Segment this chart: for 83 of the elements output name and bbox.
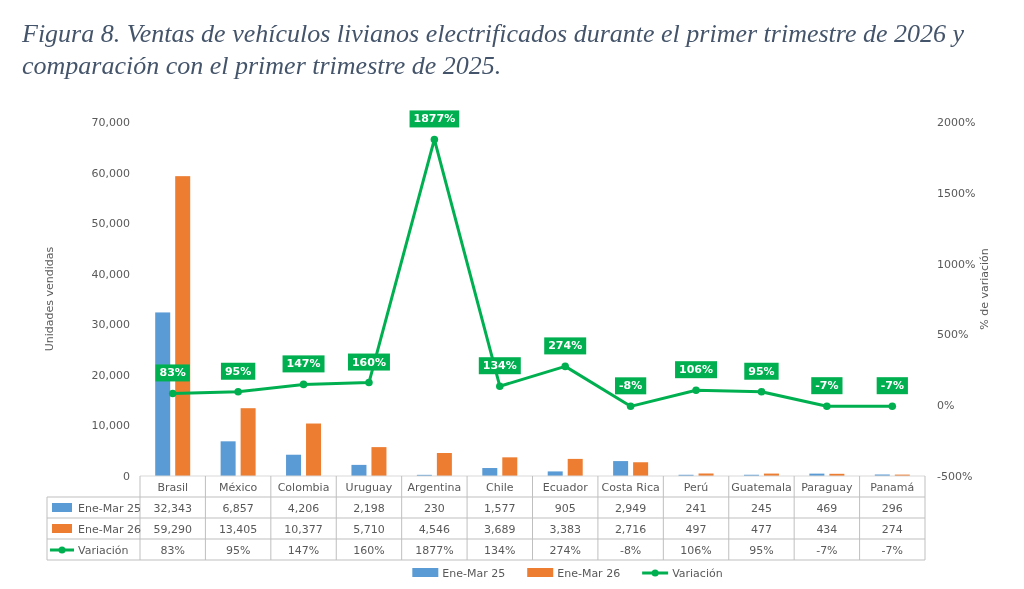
x-tick-label: Argentina — [407, 481, 462, 494]
data-label: 13,405 — [218, 523, 258, 536]
data-label: 477 — [750, 523, 772, 536]
data-label: 3,383 — [549, 523, 581, 536]
y2-tick-label: -500% — [937, 470, 973, 484]
y-tick-label: 40,000 — [91, 267, 130, 281]
text: -7% — [815, 379, 839, 393]
data-label: 469 — [816, 502, 838, 515]
y-tick-label: 30,000 — [91, 318, 130, 332]
data-label: 245 — [750, 502, 772, 515]
data-label: 1877% — [415, 544, 454, 557]
x-tick-label: Guatemala — [731, 481, 792, 494]
y2-tick-label: 1000% — [937, 257, 976, 271]
x-tick-label: México — [218, 481, 258, 494]
legend-label: Ene-Mar 26 — [78, 523, 141, 536]
data-label: -8% — [619, 544, 642, 557]
data-label: 10,377 — [284, 523, 323, 536]
x-tick-label: Colombia — [277, 481, 330, 494]
y-tick-label: 50,000 — [91, 217, 130, 231]
data-label: 230 — [423, 502, 445, 515]
data-label: 6,857 — [222, 502, 254, 515]
data-label: 4,206 — [287, 502, 320, 515]
text: -8% — [619, 379, 643, 393]
data-label: 5,710 — [353, 523, 385, 536]
y-tick-label: 0 — [123, 470, 130, 484]
data-label: 3,689 — [484, 523, 516, 536]
y-tick-label: 60,000 — [91, 166, 130, 180]
x-tick-label: Perú — [683, 481, 709, 494]
data-label: 2,198 — [353, 502, 385, 515]
y-tick-label: 70,000 — [91, 116, 130, 130]
y-tick-label: 10,000 — [91, 419, 130, 433]
data-label: 95% — [225, 544, 251, 557]
data-label: 1,577 — [484, 502, 516, 515]
text: 134% — [482, 359, 517, 373]
data-label: 4,546 — [418, 523, 451, 536]
legend-label: Variación — [78, 544, 129, 557]
text: 160% — [351, 355, 386, 369]
y2-tick-label: 500% — [937, 328, 969, 342]
text: 1877% — [413, 112, 456, 126]
data-label: 241 — [685, 502, 707, 515]
y-tick-label: 20,000 — [91, 368, 130, 382]
data-label: 106% — [680, 544, 712, 557]
text: 274% — [548, 339, 583, 353]
data-label: 274 — [881, 523, 903, 536]
y2-tick-label: 1500% — [937, 186, 976, 200]
text: Variación — [672, 567, 723, 580]
text: 147% — [286, 357, 321, 371]
text: 95% — [748, 364, 775, 378]
text: Ene-Mar 26 — [557, 567, 621, 580]
data-label: 83% — [160, 544, 185, 557]
data-label: 2,949 — [614, 502, 647, 515]
x-tick-label: Costa Rica — [601, 481, 660, 494]
x-tick-label: Ecuador — [542, 481, 589, 494]
x-tick-label: Panamá — [870, 481, 915, 494]
data-label: 160% — [353, 544, 385, 557]
data-label: 147% — [287, 544, 320, 557]
data-label: 296 — [881, 502, 903, 515]
x-tick-label: Uruguay — [345, 481, 393, 494]
x-tick-label: Brasil — [157, 481, 189, 494]
text: -7% — [880, 379, 904, 393]
text: 95% — [224, 364, 252, 378]
y-axis-title: Unidades vendidas — [43, 246, 56, 352]
data-label: 497 — [685, 523, 707, 536]
text: 83% — [159, 366, 186, 380]
y2-axis-title: % de variación — [978, 248, 991, 330]
data-label: -7% — [881, 544, 903, 557]
text: Ene-Mar 25 — [442, 567, 506, 580]
chart-title: Figura 8. Ventas de vehículos livianos electrificados durante el primer trimestre de 2026 y comparación con el primer trimestre de 2025. — [21, 19, 965, 80]
data-label: -7% — [816, 544, 838, 557]
text: 106% — [679, 363, 714, 377]
x-tick-label: Chile — [486, 481, 514, 494]
legend-label: Ene-Mar 25 — [78, 502, 141, 515]
data-label: 274% — [549, 544, 581, 557]
data-label: 134% — [484, 544, 516, 557]
data-label: 95% — [749, 544, 774, 557]
y2-tick-label: 0% — [937, 399, 955, 413]
x-tick-label: Paraguay — [801, 481, 854, 494]
y2-tick-label: 2000% — [937, 116, 976, 130]
data-label: 32,343 — [153, 502, 192, 515]
data-label: 2,716 — [614, 523, 647, 536]
data-label: 59,290 — [153, 523, 192, 536]
data-label: 434 — [816, 523, 838, 536]
data-label: 905 — [554, 502, 576, 515]
